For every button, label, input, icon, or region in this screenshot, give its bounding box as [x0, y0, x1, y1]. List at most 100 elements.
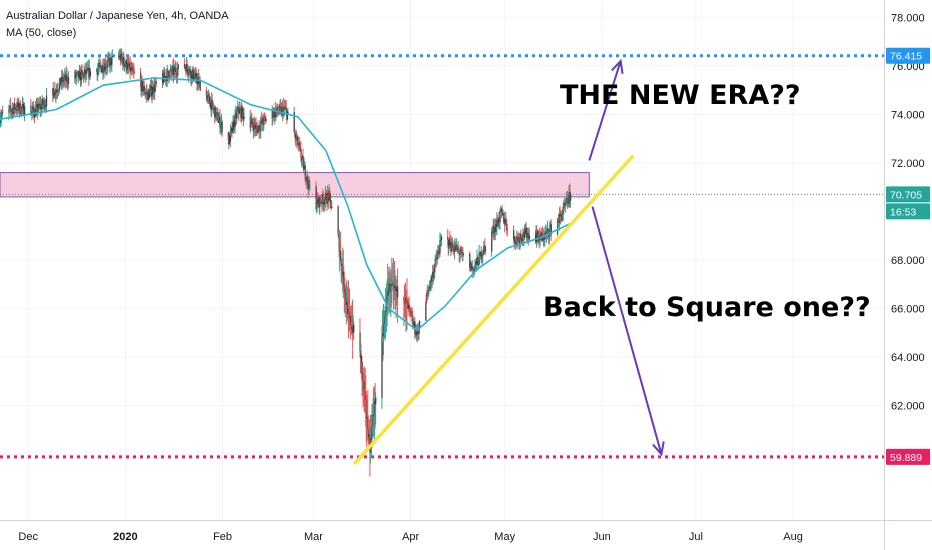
price-tick-label: 62.000: [891, 401, 925, 413]
candle-body: [483, 246, 485, 254]
price-tick-label: 68.000: [891, 255, 925, 267]
candle-body: [565, 203, 567, 205]
candle-body: [361, 356, 363, 362]
candle-body: [513, 230, 515, 240]
candle-body: [316, 197, 318, 206]
candle-body: [101, 69, 103, 73]
candle-body: [67, 77, 70, 84]
indicator-label[interactable]: MA (50, close): [6, 27, 77, 39]
candle-body: [131, 67, 133, 71]
support-tag-label: 59.889: [890, 452, 922, 464]
candle-body: [142, 89, 144, 92]
moving-average: [0, 77, 571, 332]
candle-body: [78, 71, 80, 78]
candle-body: [472, 267, 474, 270]
time-tick-label: Dec: [18, 531, 38, 543]
candle-body: [478, 264, 480, 266]
candle-body: [142, 81, 144, 92]
symbol-title[interactable]: Australian Dollar / Japanese Yen, 4h, OA…: [6, 10, 229, 22]
time-tick-label: Jun: [593, 531, 611, 543]
candle-body: [123, 56, 125, 64]
resistance-tag-bg: [886, 47, 930, 64]
candle-body: [2, 111, 4, 113]
candle-body: [109, 58, 111, 67]
time-tick-label: Apr: [402, 531, 419, 543]
candle-body: [243, 116, 245, 120]
candle-body: [447, 239, 449, 249]
candle-body: [45, 95, 48, 107]
candle-body: [434, 266, 436, 273]
candle-body: [327, 193, 329, 196]
candle-body: [410, 310, 412, 315]
candle-body: [547, 228, 549, 231]
candle-body: [23, 104, 25, 116]
candle-body: [520, 238, 523, 242]
annotation-back-to-square-one[interactable]: Back to Square one??: [543, 292, 871, 323]
candle-body: [100, 65, 102, 68]
candle-body: [375, 397, 377, 405]
candle-body: [238, 108, 240, 114]
candle-body: [152, 87, 154, 94]
candle-body: [229, 130, 232, 142]
drawings[interactable]: [352, 58, 665, 466]
candle-body: [484, 245, 486, 247]
price-tick-label: 74.000: [891, 109, 925, 121]
candle-body: [419, 320, 421, 330]
candle-body: [287, 112, 289, 115]
candle-body: [504, 218, 506, 225]
zone-rect: [0, 172, 590, 198]
candle-body: [526, 227, 528, 239]
candle-body: [217, 121, 220, 123]
candle-body: [221, 122, 223, 133]
annotation-new-era[interactable]: THE NEW ERA??: [560, 80, 801, 111]
candle-body: [147, 89, 150, 100]
candle-body: [143, 85, 145, 93]
candle-body: [527, 232, 529, 237]
candle-body: [439, 240, 441, 254]
candle-body: [196, 78, 199, 85]
price-tick-label: 78.000: [891, 12, 925, 24]
candle-body: [60, 77, 62, 86]
candle-body: [126, 63, 129, 70]
time-tick-label: Feb: [213, 531, 232, 543]
grid: [0, 0, 884, 520]
candle-body: [1, 111, 3, 116]
candle-body: [331, 206, 333, 208]
support-tag-bg: [886, 448, 930, 465]
candle-body: [31, 111, 33, 113]
candle-body: [409, 308, 411, 310]
candle-body: [448, 247, 450, 249]
candle-body: [491, 231, 493, 252]
candle-body: [265, 118, 267, 122]
candle-body: [24, 106, 26, 116]
current-price-tag-bg: [886, 186, 930, 203]
candle-body: [570, 193, 572, 201]
candle-body: [437, 251, 439, 255]
time-tick-label: Mar: [304, 531, 323, 543]
supply-zone[interactable]: [0, 172, 590, 198]
candle-body: [515, 238, 517, 246]
candle-body: [250, 120, 253, 125]
price-tick-label: 72.000: [891, 158, 925, 170]
price-tags: 76.415 59.889 70.705 16:53: [886, 47, 930, 465]
time-tick-label: May: [494, 531, 515, 543]
ma-line: [0, 77, 571, 332]
price-tick-label: 76.000: [891, 61, 925, 73]
candle-body: [381, 336, 383, 398]
candle-body: [418, 329, 420, 335]
candle-body: [151, 92, 153, 97]
candles: [0, 48, 572, 477]
candle-body: [191, 72, 193, 79]
countdown-tag-bg: [886, 203, 930, 220]
candle-body: [55, 89, 58, 93]
candle-body: [194, 72, 197, 78]
candle-body: [86, 69, 88, 74]
candle-body: [211, 99, 213, 102]
candle-body: [520, 234, 522, 239]
uptrend-line: [352, 154, 635, 466]
candle-body: [195, 73, 198, 81]
candle-body: [177, 64, 179, 70]
candle-body: [440, 236, 443, 241]
